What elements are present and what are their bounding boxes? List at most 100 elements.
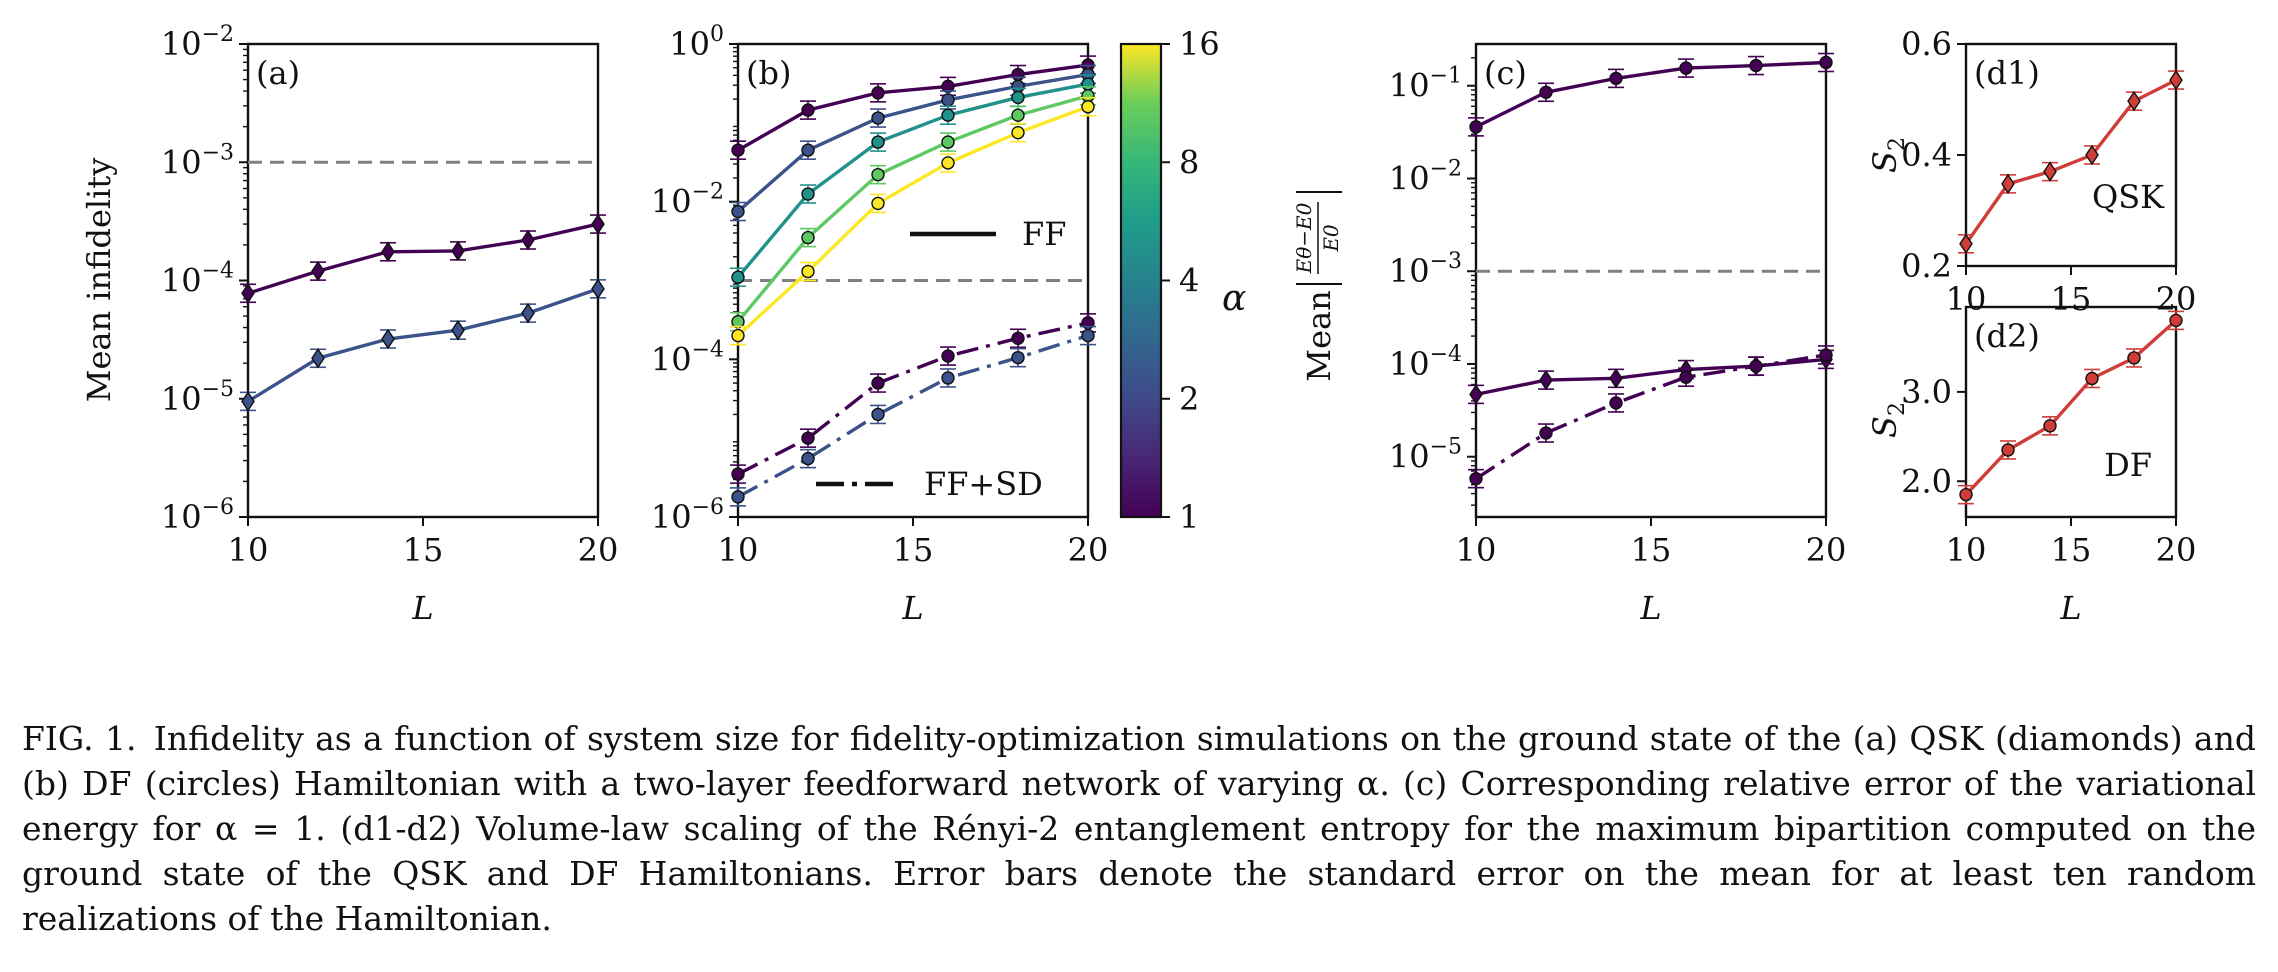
- data-point-circle: [2169, 313, 2183, 328]
- data-point-circle: [871, 196, 885, 211]
- y-tick-label: 10−4: [651, 337, 724, 378]
- data-point-circle: [731, 270, 745, 284]
- y-tick-label: 2.0: [1901, 462, 1952, 500]
- data-point-circle: [1679, 61, 1693, 75]
- legend-label-ff: FF: [1022, 215, 1066, 253]
- data-point-circle: [941, 349, 955, 363]
- data-point-circle: [871, 407, 885, 422]
- x-axis-label: L: [1639, 589, 1661, 627]
- series-line: [737, 321, 1089, 476]
- series-line: [736, 94, 1089, 323]
- series-line: [247, 222, 599, 295]
- y-tick-label: 10−2: [161, 22, 234, 63]
- x-tick-label: 20: [2156, 531, 2197, 569]
- data-point-circle: [941, 371, 955, 385]
- y-tick-label: 10−4: [1389, 342, 1462, 383]
- y-axis-label: S2: [1866, 137, 1910, 173]
- x-tick-label: 15: [403, 531, 444, 569]
- data-point-circle: [1539, 426, 1553, 440]
- data-point-circle: [2085, 371, 2099, 386]
- data-point-circle: [1011, 350, 1025, 365]
- data-point-circle: [801, 431, 815, 445]
- series-line: [1475, 357, 1827, 397]
- data-point-diamond: [311, 347, 325, 369]
- series-line: [737, 333, 1089, 499]
- caption-text: Infidelity as a function of system size …: [22, 719, 2256, 938]
- axes-frame: [246, 42, 600, 519]
- data-point-circle: [1609, 396, 1623, 410]
- series-annotation: QSK: [2092, 178, 2165, 216]
- series-line: [736, 82, 1089, 279]
- x-tick-label: 15: [893, 531, 934, 569]
- data-point-circle: [1749, 359, 1763, 373]
- data-point-diamond: [381, 328, 395, 350]
- y-tick-label: 10−1: [1389, 64, 1462, 105]
- data-point-diamond: [311, 260, 325, 282]
- data-point-circle: [1679, 370, 1693, 384]
- colorbar-tick-label: 4: [1179, 262, 1199, 300]
- caption-label: FIG. 1.: [22, 719, 137, 758]
- data-point-circle: [1081, 328, 1095, 343]
- x-tick-label: 20: [1806, 531, 1847, 569]
- figure-1: 10 15 20 10−6 10−5 10−4 10−3 10−2 (a) L Mean infid…: [80, 22, 2197, 627]
- data-point-diamond: [2043, 161, 2057, 182]
- y-tick-label: 10−4: [161, 259, 234, 300]
- y-tick-label: 3.0: [1901, 373, 1952, 411]
- panel-b: 10 15 20 10−6 10−4 10−2 100 (b) L FF FF+SD: [651, 22, 1109, 627]
- data-point-diamond: [451, 319, 465, 341]
- y-axis-label-group: Mean Eθ−E0 E0: [1292, 191, 1343, 382]
- data-point-diamond: [241, 391, 255, 412]
- y-tick-label: 10−3: [161, 140, 234, 181]
- panel-label: (c): [1484, 54, 1527, 92]
- y-axis-label: Mean: [1300, 290, 1338, 381]
- y-tick-label: 0.4: [1901, 136, 1952, 174]
- y-tick-label: 100: [669, 22, 724, 63]
- y-tick-label: 10−5: [1389, 435, 1462, 476]
- panel-d2: 10 15 20 2.0 3.0 (d2) L S2 DF: [1866, 305, 2197, 627]
- y-tick-label: 10−2: [1389, 156, 1462, 197]
- y-tick-label: 10−6: [651, 495, 724, 536]
- data-point-diamond: [2169, 69, 2183, 91]
- colorbar: 1 2 4 8 16 α: [1119, 25, 1246, 536]
- series-line: [736, 105, 1089, 337]
- y-axis-label: S2: [1866, 402, 1910, 438]
- data-point-circle: [1011, 90, 1025, 105]
- data-point-diamond: [1959, 233, 1973, 255]
- panel-c: 10 15 20 10−5 10−4 10−3 10−2 10−1 (c) L Mean Eθ−E0 E…: [1292, 42, 1847, 627]
- data-point-diamond: [521, 229, 535, 251]
- panel-a: 10 15 20 10−6 10−5 10−4 10−3 10−2 (a) L Mean infid…: [80, 22, 618, 627]
- figure-caption: FIG. 1. Infidelity as a function of syst…: [22, 716, 2256, 941]
- data-point-diamond: [381, 241, 395, 263]
- fraction-numerator: Eθ−E0: [1292, 202, 1316, 274]
- data-point-circle: [1819, 55, 1833, 70]
- series-line: [1475, 60, 1827, 129]
- y-tick-label: 0.6: [1901, 25, 1952, 63]
- data-point-circle: [941, 135, 955, 149]
- data-point-circle: [731, 143, 745, 157]
- data-point-diamond: [521, 302, 535, 324]
- data-point-circle: [1609, 71, 1623, 86]
- data-point-diamond: [2085, 144, 2099, 166]
- panel-label: (a): [256, 54, 300, 92]
- panel-label: (d2): [1974, 317, 2040, 355]
- series-line: [737, 63, 1089, 152]
- data-point-circle: [1469, 120, 1483, 134]
- data-point-circle: [801, 264, 815, 279]
- series-line: [247, 287, 599, 403]
- x-axis-label: L: [2059, 589, 2081, 627]
- series-line: [736, 72, 1089, 213]
- data-point-circle: [1959, 487, 1973, 502]
- series-line: [1964, 319, 2178, 496]
- data-point-diamond: [1609, 368, 1623, 389]
- data-point-circle: [801, 187, 815, 201]
- colorbar-tick-label: 2: [1179, 380, 1199, 418]
- colorbar-tick-label: 8: [1179, 143, 1199, 181]
- data-point-circle: [731, 490, 745, 504]
- data-point-circle: [731, 467, 745, 481]
- y-tick-label: 10−5: [161, 377, 234, 418]
- data-point-circle: [731, 328, 745, 343]
- data-point-diamond: [451, 240, 465, 262]
- x-axis-label: L: [411, 589, 433, 627]
- data-point-circle: [2001, 443, 2015, 457]
